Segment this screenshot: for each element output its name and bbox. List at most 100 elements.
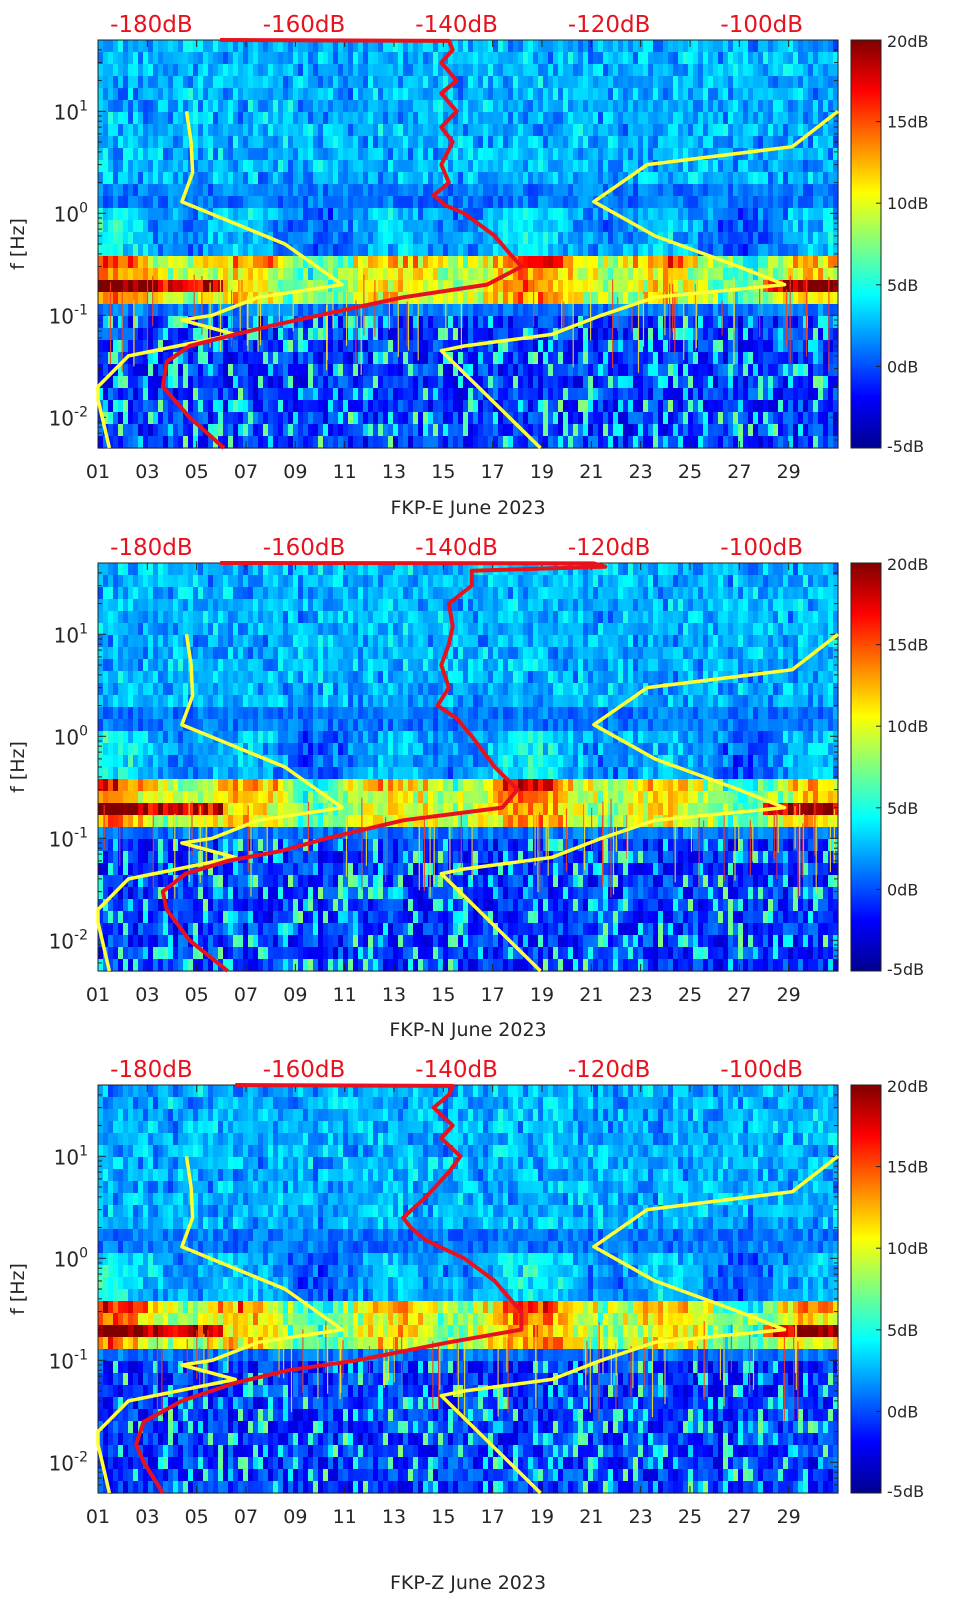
spectrogram-cell xyxy=(308,184,314,197)
spectrogram-cell xyxy=(593,64,599,77)
spectrogram-cell xyxy=(98,40,104,53)
spectrogram-cell xyxy=(128,280,134,293)
spectrogram-cell xyxy=(498,364,504,377)
spectrogram-cell xyxy=(508,304,514,317)
spectrogram-cell xyxy=(598,388,604,401)
spectrogram-cell xyxy=(313,112,319,125)
spectrogram-cell xyxy=(178,172,184,185)
spectrogram-cell xyxy=(708,280,714,293)
spectrogram-cell xyxy=(448,172,454,185)
spectrogram-cell xyxy=(613,280,619,293)
spectrogram-cell xyxy=(508,220,514,233)
spectrogram-cell xyxy=(423,148,429,161)
spectrogram-cell xyxy=(398,424,404,437)
spectrogram-cell xyxy=(103,160,109,173)
spectrogram-cell xyxy=(448,148,454,161)
spectrogram-cell xyxy=(183,136,189,149)
spectrogram-cell xyxy=(788,136,794,149)
spectrogram-cell xyxy=(368,328,374,341)
spectrogram-cell xyxy=(128,388,134,401)
spectrogram-cell xyxy=(753,304,759,317)
spectrogram-cell xyxy=(673,436,679,449)
spectrogram-cell xyxy=(773,160,779,173)
spectrogram-cell xyxy=(463,76,469,89)
spectrogram-cell xyxy=(163,316,169,329)
spectrogram-cell xyxy=(613,220,619,233)
spectrogram-cell xyxy=(268,316,274,329)
spectrogram-cell xyxy=(138,316,144,329)
spectrogram-cell xyxy=(393,400,399,413)
spectrogram-cell xyxy=(238,400,244,413)
spectrogram-cell xyxy=(343,160,349,173)
spectrogram-cell xyxy=(783,412,789,425)
spectrogram-cell xyxy=(778,340,784,353)
spectrogram-cell xyxy=(188,436,194,449)
spectrogram-cell xyxy=(303,340,309,353)
spectrogram-cell xyxy=(648,388,654,401)
spectrogram-cell xyxy=(798,112,804,125)
spectrogram-cell xyxy=(558,40,564,53)
spectrogram-cell xyxy=(113,160,119,173)
spectrogram-cell xyxy=(203,328,209,341)
spectrogram-cell xyxy=(113,208,119,221)
spectrogram-cell xyxy=(318,436,324,449)
spectrogram-cell xyxy=(508,388,514,401)
spectrogram-cell xyxy=(188,424,194,437)
spectrogram-cell xyxy=(293,412,299,425)
spectrogram-cell xyxy=(813,172,819,185)
spectrogram-cell xyxy=(348,268,354,281)
spectrogram-cell xyxy=(383,244,389,257)
spectrogram-cell xyxy=(618,112,624,125)
spectrogram-cell xyxy=(218,352,224,365)
spectrogram-cell xyxy=(578,52,584,65)
spectrogram-cell xyxy=(703,340,709,353)
spectrogram-cell xyxy=(438,316,444,329)
spectrogram-cell xyxy=(583,388,589,401)
spectrogram-cell xyxy=(233,268,239,281)
spectrogram-cell xyxy=(218,268,224,281)
spectrogram-cell xyxy=(468,148,474,161)
spectrogram-cell xyxy=(653,280,659,293)
spectrogram-cell xyxy=(123,40,129,53)
spectrogram-cell xyxy=(333,412,339,425)
spectrogram-cell xyxy=(763,220,769,233)
spectrogram-cell xyxy=(423,196,429,209)
spectrogram-cell xyxy=(328,112,334,125)
spectrogram-cell xyxy=(383,412,389,425)
spectrogram-cell xyxy=(483,40,489,53)
spectrogram-cell xyxy=(468,388,474,401)
spectrogram-cell xyxy=(543,316,549,329)
spectrogram-cell xyxy=(428,160,434,173)
spectrogram-cell xyxy=(538,232,544,245)
spectrogram-cell xyxy=(278,220,284,233)
spectrogram-cell xyxy=(288,88,294,101)
spectrogram-cell xyxy=(313,268,319,281)
spectrogram-cell xyxy=(168,76,174,89)
spectrogram-cell xyxy=(278,64,284,77)
spectrogram-cell xyxy=(348,208,354,221)
spectrogram-cell xyxy=(658,364,664,377)
spectrogram-cell xyxy=(508,436,514,449)
spectrogram-cell xyxy=(623,292,629,305)
spectrogram-cell xyxy=(603,328,609,341)
spectrogram-cell xyxy=(668,244,674,257)
spectrogram-cell xyxy=(728,388,734,401)
spectrogram-cell xyxy=(343,64,349,77)
spectrogram-cell xyxy=(173,304,179,317)
spectrogram-cell xyxy=(233,256,239,269)
spectrogram-cell xyxy=(763,172,769,185)
spectrogram-cell xyxy=(323,208,329,221)
spectrogram-cell xyxy=(628,40,634,53)
spectrogram-cell xyxy=(248,112,254,125)
spectrogram-cell xyxy=(333,100,339,113)
spectrogram-cell xyxy=(523,232,529,245)
spectrogram-cell xyxy=(153,340,159,353)
spectrogram-cell xyxy=(193,280,199,293)
spectrogram-cell xyxy=(603,412,609,425)
spectrogram-cell xyxy=(323,292,329,305)
spectrogram-cell xyxy=(513,244,519,257)
spectrogram-cell xyxy=(153,436,159,449)
spectrogram-cell xyxy=(513,112,519,125)
spectrogram-cell xyxy=(453,352,459,365)
spectrogram-cell xyxy=(118,88,124,101)
